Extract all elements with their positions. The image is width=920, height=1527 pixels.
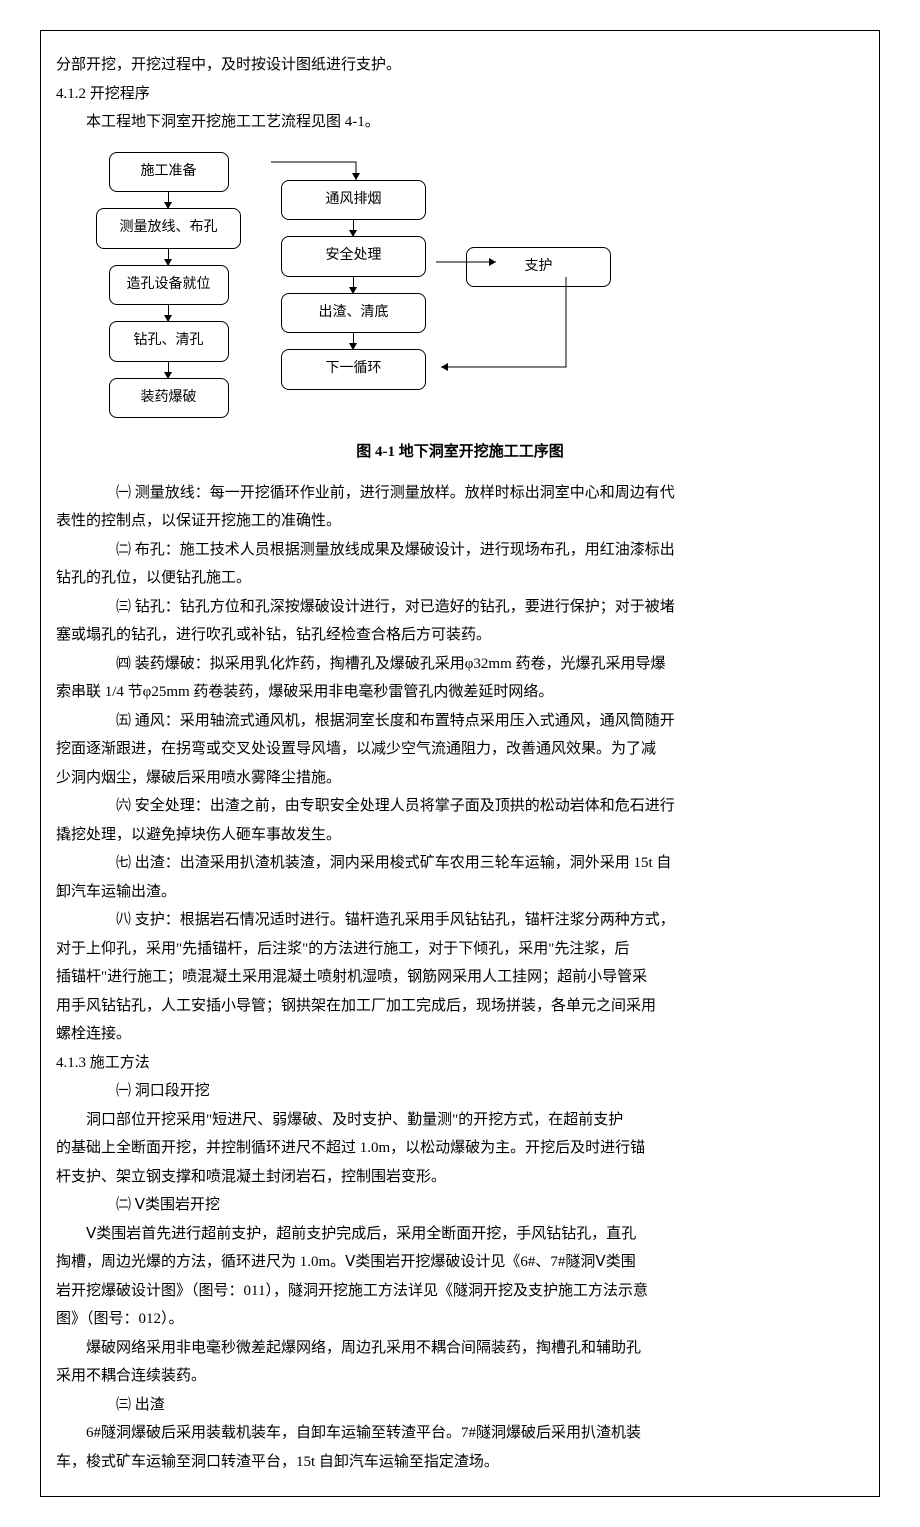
para-1-4a: ㈣ 装药爆破：拟采用乳化炸药，掏槽孔及爆破孔采用φ32mm 药卷，光爆孔采用导爆 bbox=[56, 650, 864, 679]
sec2-1b: 的基础上全断面开挖，并控制循环进尺不超过 1.0m，以松动爆破为主。开挖后及时进… bbox=[56, 1134, 864, 1163]
sec2-3-title-text: 出渣 bbox=[135, 1397, 165, 1413]
sec2-1a: 洞口部位开挖采用"短进尺、弱爆破、及时支护、勤量测"的开挖方式，在超前支护 bbox=[56, 1106, 864, 1135]
para-1-8e: 螺栓连接。 bbox=[56, 1020, 864, 1049]
page-frame: 分部开挖，开挖过程中，及时按设计图纸进行支护。 4.1.2 开挖程序 本工程地下… bbox=[40, 30, 880, 1497]
text-6a: 安全处理：出渣之前，由专职安全处理人员将掌子面及顶拱的松动岩体和危石进行 bbox=[135, 798, 675, 814]
sec2-2b: 掏槽，周边光爆的方法，循环进尺为 1.0m。Ⅴ类围岩开挖爆破设计见《6#、7#隧… bbox=[56, 1248, 864, 1277]
para-1-1a: ㈠ 测量放线：每一开挖循环作业前，进行测量放样。放样时标出洞室中心和周边有代 bbox=[56, 479, 864, 508]
heading-4-1-3: 4.1.3 施工方法 bbox=[56, 1049, 864, 1078]
flow-arrow-icon bbox=[168, 362, 169, 378]
flow-col-side: 支护 bbox=[466, 247, 611, 288]
flow-arrow-icon bbox=[353, 220, 354, 236]
flow-arrow-icon bbox=[168, 249, 169, 265]
marker-7: ㈦ bbox=[86, 849, 131, 878]
flowchart-caption: 图 4-1 地下洞室开挖施工工序图 bbox=[56, 438, 864, 467]
text-7a: 出渣：出渣采用扒渣机装渣，洞内采用梭式矿车农用三轮车运输，洞外采用 15t 自 bbox=[135, 855, 672, 871]
intro-line-1: 分部开挖，开挖过程中，及时按设计图纸进行支护。 bbox=[56, 51, 864, 80]
flow-box-next: 下一循环 bbox=[281, 349, 426, 390]
sec2-1c: 杆支护、架立钢支撑和喷混凝土封闭岩石，控制围岩变形。 bbox=[56, 1163, 864, 1192]
flow-arrow-icon bbox=[168, 192, 169, 208]
flow-box-blast: 装药爆破 bbox=[109, 378, 229, 419]
heading-4-1-2: 4.1.2 开挖程序 bbox=[56, 80, 864, 109]
marker-s2-3: ㈢ bbox=[86, 1391, 131, 1420]
para-1-8c: 插锚杆"进行施工；喷混凝土采用混凝土喷射机湿喷，钢筋网采用人工挂网；超前小导管采 bbox=[56, 963, 864, 992]
sec2-1-title: ㈠ 洞口段开挖 bbox=[56, 1077, 864, 1106]
flow-box-vent: 通风排烟 bbox=[281, 180, 426, 221]
sec2-1-title-text: 洞口段开挖 bbox=[135, 1083, 210, 1099]
flow-box-prep: 施工准备 bbox=[109, 152, 229, 193]
para-1-6a: ㈥ 安全处理：出渣之前，由专职安全处理人员将掌子面及顶拱的松动岩体和危石进行 bbox=[56, 792, 864, 821]
flow-arrow-icon bbox=[353, 333, 354, 349]
flow-arrow-icon bbox=[168, 305, 169, 321]
flow-col-right: 通风排烟 安全处理 出渣、清底 下一循环 bbox=[281, 180, 426, 390]
marker-5: ㈤ bbox=[86, 707, 131, 736]
sec2-2-title-text: Ⅴ类围岩开挖 bbox=[135, 1197, 220, 1213]
para-1-3a: ㈢ 钻孔：钻孔方位和孔深按爆破设计进行，对已造好的钻孔，要进行保护；对于被堵 bbox=[56, 593, 864, 622]
intro-line-2: 本工程地下洞室开挖施工工艺流程见图 4-1。 bbox=[56, 108, 864, 137]
text-8a: 支护：根据岩石情况适时进行。锚杆造孔采用手风钻钻孔，锚杆注浆分两种方式， bbox=[135, 912, 675, 928]
marker-2: ㈡ bbox=[86, 536, 131, 565]
text-1a: 测量放线：每一开挖循环作业前，进行测量放样。放样时标出洞室中心和周边有代 bbox=[135, 485, 675, 501]
para-1-3b: 塞或塌孔的钻孔，进行吹孔或补钻，钻孔经检查合格后方可装药。 bbox=[56, 621, 864, 650]
marker-1: ㈠ bbox=[86, 479, 131, 508]
para-1-5b: 挖面逐渐跟进，在拐弯或交叉处设置导风墙，以减少空气流通阻力，改善通风效果。为了减 bbox=[56, 735, 864, 764]
para-1-5c: 少洞内烟尘，爆破后采用喷水雾降尘措施。 bbox=[56, 764, 864, 793]
para-1-7a: ㈦ 出渣：出渣采用扒渣机装渣，洞内采用梭式矿车农用三轮车运输，洞外采用 15t … bbox=[56, 849, 864, 878]
sec2-2-title: ㈡ Ⅴ类围岩开挖 bbox=[56, 1191, 864, 1220]
para-1-8a: ㈧ 支护：根据岩石情况适时进行。锚杆造孔采用手风钻钻孔，锚杆注浆分两种方式， bbox=[56, 906, 864, 935]
para-1-8d: 用手风钻钻孔，人工安插小导管；钢拱架在加工厂加工完成后，现场拼装，各单元之间采用 bbox=[56, 992, 864, 1021]
text-4a: 装药爆破：拟采用乳化炸药，掏槽孔及爆破孔采用φ32mm 药卷，光爆孔采用导爆 bbox=[135, 656, 666, 672]
marker-s2-1: ㈠ bbox=[86, 1077, 131, 1106]
sec2-2f: 采用不耦合连续装药。 bbox=[56, 1362, 864, 1391]
flow-arrow-icon bbox=[353, 277, 354, 293]
flow-box-drill: 钻孔、清孔 bbox=[109, 321, 229, 362]
flow-box-survey: 测量放线、布孔 bbox=[96, 208, 241, 249]
text-5a: 通风：采用轴流式通风机，根据洞室长度和布置特点采用压入式通风，通风筒随开 bbox=[135, 713, 675, 729]
sec2-2e: 爆破网络采用非电毫秒微差起爆网络，周边孔采用不耦合间隔装药，掏槽孔和辅助孔 bbox=[56, 1334, 864, 1363]
flow-box-muck: 出渣、清底 bbox=[281, 293, 426, 334]
sec2-3-title: ㈢ 出渣 bbox=[56, 1391, 864, 1420]
flow-box-safety: 安全处理 bbox=[281, 236, 426, 277]
text-2a: 布孔：施工技术人员根据测量放线成果及爆破设计，进行现场布孔，用红油漆标出 bbox=[135, 542, 675, 558]
para-1-4b: 索串联 1/4 节φ25mm 药卷装药，爆破采用非电毫秒雷管孔内微差延时网络。 bbox=[56, 678, 864, 707]
flow-box-support: 支护 bbox=[466, 247, 611, 288]
para-1-2a: ㈡ 布孔：施工技术人员根据测量放线成果及爆破设计，进行现场布孔，用红油漆标出 bbox=[56, 536, 864, 565]
marker-6: ㈥ bbox=[86, 792, 131, 821]
sec2-3a: 6#隧洞爆破后采用装载机装车，自卸车运输至转渣平台。7#隧洞爆破后采用扒渣机装 bbox=[56, 1419, 864, 1448]
para-1-1b: 表性的控制点，以保证开挖施工的准确性。 bbox=[56, 507, 864, 536]
marker-4: ㈣ bbox=[86, 650, 131, 679]
sec2-3b: 车，梭式矿车运输至洞口转渣平台，15t 自卸汽车运输至指定渣场。 bbox=[56, 1448, 864, 1477]
flow-box-equip: 造孔设备就位 bbox=[109, 265, 229, 306]
text-3a: 钻孔：钻孔方位和孔深按爆破设计进行，对已造好的钻孔，要进行保护；对于被堵 bbox=[135, 599, 675, 615]
para-1-6b: 撬挖处理，以避免掉块伤人砸车事故发生。 bbox=[56, 821, 864, 850]
para-1-7b: 卸汽车运输出渣。 bbox=[56, 878, 864, 907]
marker-3: ㈢ bbox=[86, 593, 131, 622]
sec2-2a: Ⅴ类围岩首先进行超前支护，超前支护完成后，采用全断面开挖，手风钻钻孔，直孔 bbox=[56, 1220, 864, 1249]
para-1-5a: ㈤ 通风：采用轴流式通风机，根据洞室长度和布置特点采用压入式通风，通风筒随开 bbox=[56, 707, 864, 736]
flow-col-left: 施工准备 测量放线、布孔 造孔设备就位 钻孔、清孔 装药爆破 bbox=[96, 152, 241, 419]
para-1-8b: 对于上仰孔，采用"先插锚杆，后注浆"的方法进行施工，对于下倾孔，采用"先注浆，后 bbox=[56, 935, 864, 964]
marker-8: ㈧ bbox=[86, 906, 131, 935]
sec2-2c: 岩开挖爆破设计图》（图号：011），隧洞开挖施工方法详见《隧洞开挖及支护施工方法… bbox=[56, 1277, 864, 1306]
flowchart: 施工准备 测量放线、布孔 造孔设备就位 钻孔、清孔 装药爆破 通风排烟 安全处理… bbox=[96, 152, 864, 419]
para-1-2b: 钻孔的孔位，以便钻孔施工。 bbox=[56, 564, 864, 593]
marker-s2-2: ㈡ bbox=[86, 1191, 131, 1220]
sec2-2d: 图》（图号：012）。 bbox=[56, 1305, 864, 1334]
